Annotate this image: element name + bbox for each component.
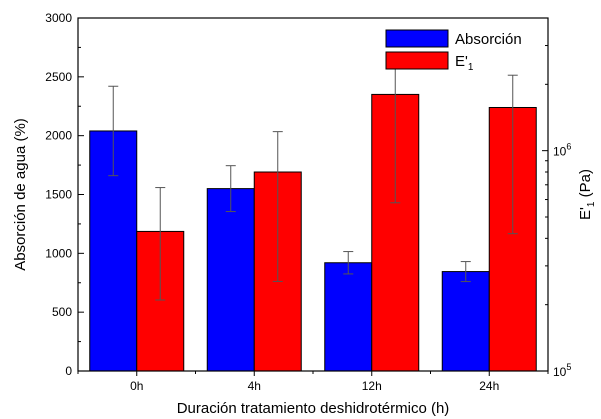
error-bar-absorcion-12h	[343, 251, 354, 275]
y-tick-label: 3000	[45, 11, 72, 25]
error-bar-absorcion-24h	[460, 261, 471, 283]
y-tick-label: 0	[65, 364, 72, 378]
y-tick-label: 2500	[45, 70, 72, 84]
y2-tick-label: 106	[553, 142, 571, 159]
bar-absorcion-12h	[324, 262, 373, 372]
y2-tick-label: 105	[553, 362, 571, 379]
y-tick-label: 500	[52, 305, 72, 319]
error-bar-absorcion-4h	[225, 165, 236, 213]
legend: Absorción E'1	[385, 29, 522, 73]
bars-layer	[89, 93, 537, 372]
x-tick-label-12h: 12h	[362, 379, 382, 393]
error-bars-layer	[108, 55, 518, 301]
legend-swatch-e1	[385, 51, 449, 70]
legend-swatch-absorcion	[385, 29, 449, 48]
y-tick-label: 2000	[45, 129, 72, 143]
y2-axis-title-sub: 1	[586, 201, 597, 207]
ticks-layer: 0 500 1000 1500 2000 2500 3000 105 106 0h 4h 12h 24h	[45, 11, 571, 393]
bar-absorcion-4h	[206, 188, 255, 372]
legend-label-absorcion: Absorción	[455, 31, 522, 48]
error-bar-e1-24h	[507, 74, 518, 235]
error-bar-e1-4h	[272, 131, 283, 282]
y-axis-title: Absorción de agua (%)	[12, 118, 29, 271]
y-tick-label: 1000	[45, 246, 72, 260]
legend-label-e1: E'1	[455, 53, 474, 73]
x-tick-label-4h: 4h	[248, 379, 261, 393]
y2-axis-title-unit: (Pa)	[577, 169, 594, 202]
error-bar-absorcion-0h	[108, 85, 119, 177]
x-tick-label-0h: 0h	[130, 379, 143, 393]
y-tick-label: 1500	[45, 188, 72, 202]
y2-axis-title-main: E'	[577, 207, 594, 220]
error-bar-e1-0h	[155, 187, 166, 301]
x-axis-title: Duración tratamiento deshidrotérmico (h)	[177, 400, 450, 417]
x-tick-label-24h: 24h	[479, 379, 499, 393]
bar-absorcion-24h	[441, 271, 490, 372]
y2-axis-title: E'1 (Pa)	[577, 169, 597, 220]
